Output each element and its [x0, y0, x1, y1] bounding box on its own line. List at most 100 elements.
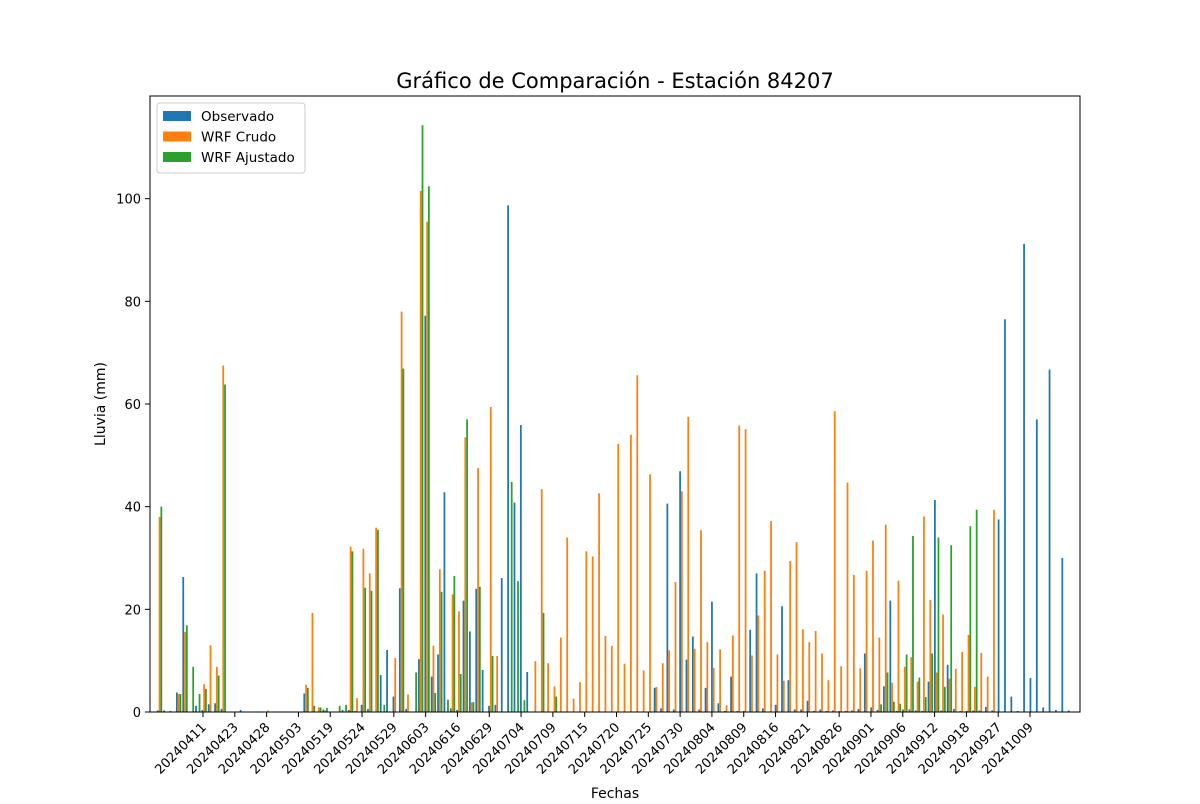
- bar-wrf-crudo: [311, 612, 314, 712]
- bar-wrf-crudo: [356, 698, 358, 712]
- bar-wrf-crudo: [680, 491, 683, 712]
- bar-wrf-crudo: [846, 482, 849, 712]
- bar-wrf-crudo: [400, 311, 403, 712]
- bar-wrf-crudo: [642, 670, 645, 712]
- bar-wrf-crudo: [967, 635, 970, 712]
- bar-observado: [825, 710, 828, 712]
- bar-observado: [685, 659, 688, 712]
- bar-wrf-ajustado: [434, 693, 437, 712]
- bar-wrf-crudo: [910, 657, 913, 712]
- chart-title: Gráfico de Comparación - Estación 84207: [396, 69, 833, 93]
- legend-swatch: [163, 152, 191, 162]
- bar-wrf-ajustado: [912, 535, 914, 712]
- bar-wrf-crudo: [458, 611, 460, 712]
- bar-observado: [730, 676, 732, 712]
- bar-observado: [991, 710, 994, 712]
- bar-wrf-ajustado: [198, 694, 201, 712]
- bar-observado: [902, 709, 904, 712]
- bar-observado: [481, 669, 484, 712]
- bar-wrf-crudo: [623, 663, 626, 712]
- bar-observado: [965, 710, 968, 712]
- bar-wrf-crudo: [789, 561, 792, 712]
- bar-observado: [1004, 319, 1006, 712]
- bar-observado: [163, 710, 166, 712]
- bar-observado: [1042, 707, 1045, 712]
- bar-observado: [672, 709, 675, 712]
- bar-observado: [513, 502, 516, 712]
- bar-wrf-crudo: [317, 707, 320, 712]
- bar-observado: [832, 710, 834, 712]
- bar-wrf-crudo: [636, 375, 639, 712]
- y-axis-label: Lluvia (mm): [93, 362, 109, 446]
- bar-wrf-ajustado: [459, 674, 462, 712]
- bar-wrf-ajustado: [924, 697, 927, 712]
- bar-wrf-crudo: [795, 542, 798, 712]
- bar-wrf-crudo: [980, 652, 983, 712]
- bar-observado: [519, 425, 522, 712]
- bar-observado: [386, 649, 388, 712]
- bar-wrf-crudo: [585, 551, 588, 712]
- bar-observado: [762, 708, 764, 712]
- bar-wrf-crudo: [419, 190, 422, 713]
- bar-wrf-crudo: [993, 509, 995, 712]
- bar-observado: [1067, 710, 1070, 712]
- bar-observado: [488, 705, 490, 712]
- bar-wrf-crudo: [451, 594, 454, 712]
- bar-wrf-crudo: [872, 540, 874, 712]
- legend-label: WRF Crudo: [201, 130, 276, 146]
- bar-wrf-crudo: [833, 411, 836, 712]
- bar-wrf-ajustado: [217, 675, 220, 712]
- bar-observado: [443, 492, 446, 712]
- bar-wrf-crudo: [661, 663, 664, 712]
- bar-observado: [239, 709, 242, 712]
- bar-wrf-ajustado: [937, 537, 940, 712]
- y-tick-label: 40: [124, 501, 141, 516]
- bar-wrf-crudo: [610, 645, 613, 712]
- bar-observado: [940, 710, 943, 712]
- bar-observado: [1029, 678, 1032, 712]
- bar-wrf-crudo: [362, 548, 365, 712]
- bar-wrf-crudo: [579, 682, 581, 712]
- bar-observado: [946, 664, 949, 712]
- bar-observado: [698, 709, 701, 712]
- bar-wrf-ajustado: [364, 587, 367, 712]
- bar-observado: [844, 710, 847, 712]
- bar-wrf-crudo: [923, 516, 925, 712]
- bar-wrf-crudo: [222, 365, 225, 712]
- bar-wrf-ajustado: [880, 704, 883, 712]
- bar-observado: [774, 704, 777, 712]
- bar-wrf-crudo: [986, 676, 989, 712]
- bar-wrf-ajustado: [345, 704, 347, 712]
- bar-wrf-crudo: [407, 694, 409, 712]
- bar-observado: [507, 205, 509, 712]
- bar-observado: [679, 471, 681, 712]
- bar-wrf-ajustado: [899, 703, 902, 712]
- bar-observado: [469, 631, 471, 712]
- bar-observado: [430, 676, 433, 712]
- bar-observado: [838, 710, 841, 712]
- bar-observado: [819, 709, 822, 712]
- bar-observado: [749, 629, 752, 712]
- bar-wrf-ajustado: [905, 654, 908, 712]
- bar-wrf-ajustado: [351, 551, 354, 712]
- legend-swatch: [163, 111, 191, 121]
- bar-wrf-ajustado: [950, 545, 953, 712]
- bar-observado: [449, 708, 452, 712]
- bar-wrf-crudo: [540, 489, 543, 712]
- bar-wrf-crudo: [375, 527, 378, 712]
- bar-observado: [978, 710, 981, 712]
- y-tick-label: 80: [124, 295, 141, 310]
- bar-observado: [781, 606, 783, 712]
- bar-wrf-crudo: [630, 434, 632, 712]
- bar-observado: [691, 636, 694, 712]
- bar-wrf-crudo: [725, 705, 728, 712]
- bar-wrf-crudo: [349, 546, 352, 712]
- bar-wrf-ajustado: [931, 653, 933, 712]
- bar-wrf-ajustado: [326, 707, 328, 712]
- bar-observado: [660, 708, 662, 712]
- bar-wrf-crudo: [814, 630, 817, 712]
- bar-wrf-crudo: [215, 666, 218, 712]
- bar-wrf-crudo: [266, 710, 269, 712]
- bar-wrf-ajustado: [453, 575, 456, 712]
- bar-wrf-ajustado: [224, 384, 226, 712]
